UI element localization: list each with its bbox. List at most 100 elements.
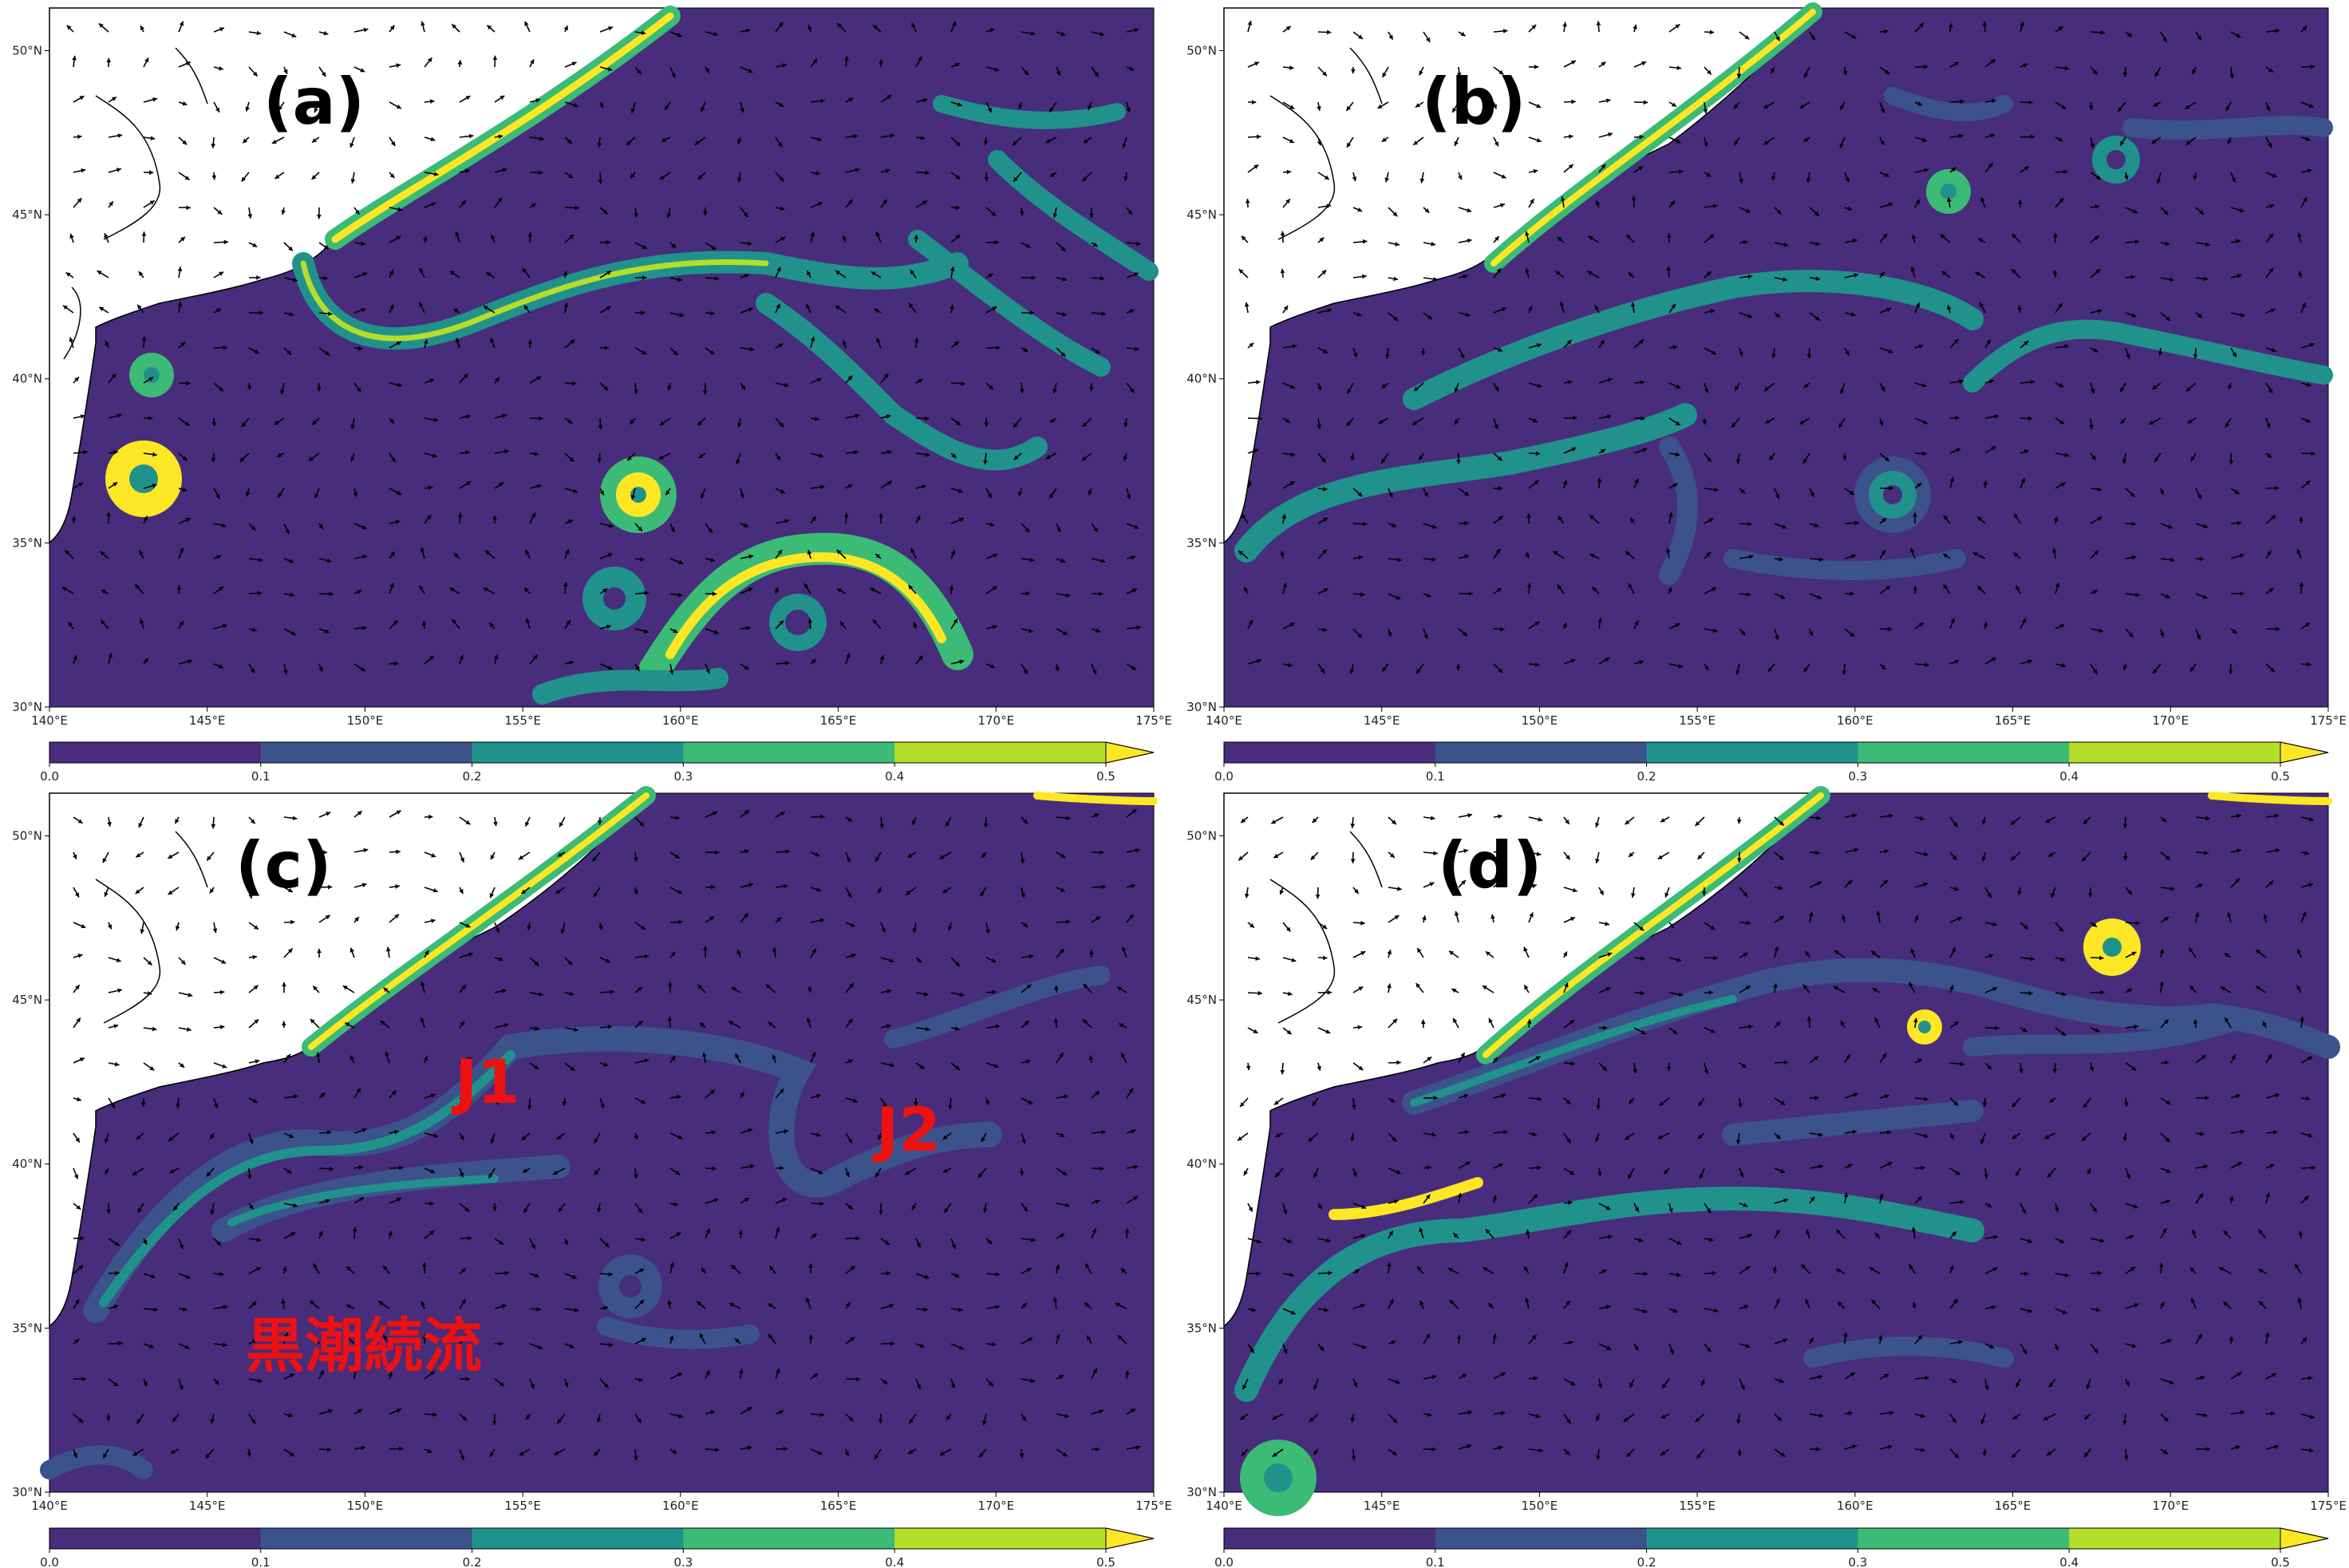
quiver-arrow-head <box>498 956 503 962</box>
quiver-arrow-head <box>539 416 543 421</box>
quiver-arrow-head <box>989 664 995 669</box>
quiver-arrow-head <box>1986 339 1991 345</box>
quiver-arrow-head <box>820 98 825 104</box>
quiver-arrow-head <box>1917 101 1922 106</box>
quiver-arrow-head <box>385 946 391 952</box>
quiver-arrow-head <box>1569 134 1573 140</box>
quiver-arrow-head <box>2304 1195 2309 1201</box>
quiver-arrow-head <box>1534 662 1540 667</box>
quiver-arrow-head <box>1643 1271 1648 1277</box>
lon-tick-label: 150°E <box>347 1499 384 1513</box>
quiver-arrow-head <box>2045 818 2051 823</box>
lat-tick-label: 35°N <box>12 535 42 550</box>
quiver-arrow-head <box>431 202 436 207</box>
quiver-arrow-head <box>1486 1229 1490 1234</box>
quiver-arrow-head <box>1391 1340 1396 1345</box>
quiver-arrow-head <box>1949 476 1955 482</box>
quiver-arrow-head <box>2131 951 2137 956</box>
quiver-arrow-head <box>219 27 224 32</box>
quiver-arrow-head <box>709 916 715 921</box>
quiver-arrow-head <box>836 549 842 555</box>
quiver-arrow-head <box>731 1265 736 1270</box>
lon-tick-label: 165°E <box>1995 713 2031 728</box>
quiver-arrow-head <box>1025 1059 1031 1064</box>
quiver-arrow-head <box>1587 271 1593 276</box>
quiver-arrow-head <box>1456 72 1462 77</box>
quiver-arrow-head <box>667 1300 673 1305</box>
quiver-arrow-head <box>847 1018 853 1024</box>
quiver-arrow-head <box>1806 1016 1812 1021</box>
quiver-arrow-head <box>525 821 530 827</box>
quiver-arrow-head <box>670 527 675 532</box>
quiver-arrow-head <box>419 267 424 273</box>
quiver-arrow-head <box>1494 236 1499 242</box>
quiver-arrow-head <box>1747 1233 1752 1238</box>
quiver-arrow-head <box>2086 1384 2090 1390</box>
quiver-arrow-head <box>1283 306 1289 310</box>
quiver-arrow-head <box>947 926 953 931</box>
quiver-arrow-head <box>1019 211 1024 216</box>
quiver-arrow-head <box>1666 233 1672 239</box>
quiver-arrow-head <box>1249 342 1254 348</box>
quiver-arrow-head <box>1096 916 1101 921</box>
quiver-arrow-head <box>2270 1411 2276 1416</box>
quiver-arrow-head <box>132 1451 138 1456</box>
lon-tick-label: 150°E <box>347 713 384 728</box>
quiver-arrow-head <box>1019 1453 1024 1459</box>
quiver-arrow-head <box>2197 35 2201 41</box>
quiver-arrow-head <box>1538 817 1543 822</box>
quiver-arrow-head <box>1915 199 1920 204</box>
quiver-arrow-head <box>810 231 815 237</box>
quiver-arrow-head <box>1678 992 1684 997</box>
quiver-arrow-head <box>637 987 642 992</box>
quiver-arrow-head <box>1531 883 1537 889</box>
quiver-arrow-head <box>1874 1017 1879 1023</box>
quiver-arrow-head <box>461 985 466 990</box>
quiver-arrow-head <box>677 592 683 598</box>
quiver-arrow-head <box>1242 513 1246 519</box>
quiver-arrow-head <box>1771 353 1776 358</box>
quiver-arrow-head <box>148 1344 154 1349</box>
quiver-arrow-head <box>290 1232 296 1237</box>
quiver-arrow-head <box>1711 587 1716 592</box>
quiver-arrow-head <box>1526 513 1531 518</box>
quiver-arrow-head <box>594 1138 598 1143</box>
quiver-arrow-head <box>705 68 710 73</box>
quiver-arrow-head <box>599 490 604 496</box>
quiver-arrow-head <box>554 1451 559 1455</box>
quiver-arrow-head <box>1917 483 1922 488</box>
quiver-arrow-head <box>177 302 183 306</box>
quiver-arrow-head <box>939 855 945 859</box>
quiver-arrow-head <box>1707 456 1711 462</box>
quiver-arrow-head <box>1023 922 1028 927</box>
quiver-arrow-head <box>1384 177 1390 183</box>
quiver-arrow-head <box>1464 491 1470 496</box>
quiver-arrow-head <box>1564 1262 1569 1267</box>
quiver-arrow-head <box>1028 954 1034 959</box>
quiver-arrow-head <box>1745 1343 1751 1349</box>
quiver-arrow-head <box>954 1273 960 1278</box>
quiver-arrow-head <box>1913 512 1917 517</box>
quiver-arrow-head <box>2087 1169 2092 1175</box>
quiver-arrow-head <box>1706 1347 1711 1353</box>
quiver-arrow-head <box>1993 1234 1998 1240</box>
quiver-arrow-head <box>152 97 158 102</box>
quiver-arrow-head <box>2126 353 2130 359</box>
quiver-arrow-head <box>878 513 884 518</box>
quiver-arrow-head <box>1060 31 1066 37</box>
quiver-arrow-head <box>922 200 927 205</box>
quiver-arrow-head <box>2052 233 2058 238</box>
quiver-arrow-head <box>1123 456 1128 461</box>
quiver-arrow-head <box>563 1240 568 1246</box>
quiver-arrow-head <box>1921 1448 1925 1452</box>
quiver-arrow-head <box>2302 911 2307 917</box>
quiver-arrow-head <box>1084 1302 1090 1308</box>
quiver-arrow-head <box>2162 1449 2168 1455</box>
quiver-arrow-head <box>2258 1229 2263 1234</box>
colorbar-bin <box>260 1528 473 1549</box>
quiver-arrow-head <box>1273 1100 1279 1105</box>
lat-tick-label: 30°N <box>12 700 42 714</box>
quiver-arrow-head <box>1767 667 1773 672</box>
quiver-arrow-head <box>73 1452 78 1458</box>
quiver-arrow-head <box>807 25 812 30</box>
